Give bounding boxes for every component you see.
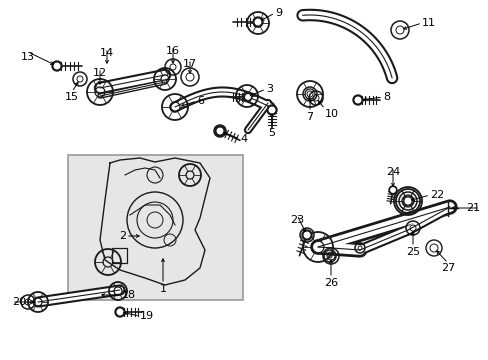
Text: 21: 21	[465, 203, 479, 213]
Text: 27: 27	[440, 263, 454, 273]
Circle shape	[54, 63, 60, 69]
Circle shape	[352, 95, 362, 105]
Text: 3: 3	[265, 84, 272, 94]
Text: 2: 2	[119, 231, 126, 241]
Text: 20: 20	[12, 297, 26, 307]
Text: 18: 18	[122, 290, 136, 300]
Text: 1: 1	[159, 284, 166, 294]
Circle shape	[215, 126, 224, 136]
Circle shape	[388, 186, 396, 194]
Text: 12: 12	[93, 68, 107, 78]
Text: 19: 19	[140, 311, 154, 321]
Text: 17: 17	[183, 59, 197, 69]
Text: 24: 24	[385, 167, 399, 177]
Circle shape	[269, 107, 274, 113]
Text: 10: 10	[325, 109, 338, 119]
Text: 8: 8	[382, 92, 389, 102]
Text: 4: 4	[240, 134, 246, 144]
Circle shape	[117, 309, 122, 315]
Bar	[68, 155, 243, 300]
Text: 6: 6	[197, 96, 203, 106]
Text: 22: 22	[429, 190, 443, 200]
Circle shape	[217, 128, 223, 134]
Circle shape	[52, 61, 62, 71]
Text: 9: 9	[274, 8, 282, 18]
Circle shape	[266, 105, 276, 115]
Circle shape	[245, 95, 250, 99]
Circle shape	[244, 93, 251, 101]
Circle shape	[252, 17, 263, 27]
Text: 23: 23	[289, 215, 304, 225]
Circle shape	[304, 232, 309, 238]
Circle shape	[354, 97, 360, 103]
Text: 7: 7	[306, 112, 313, 122]
Bar	[112, 248, 127, 263]
Text: 5: 5	[268, 128, 275, 138]
Text: 25: 25	[405, 247, 419, 257]
Circle shape	[302, 230, 311, 240]
Text: 26: 26	[323, 278, 337, 288]
Text: 14: 14	[100, 48, 114, 58]
Text: 15: 15	[65, 92, 79, 102]
Circle shape	[115, 307, 125, 317]
Circle shape	[255, 19, 260, 25]
Text: 16: 16	[165, 46, 180, 56]
Text: 11: 11	[421, 18, 435, 28]
Text: 13: 13	[21, 52, 35, 62]
Circle shape	[390, 188, 394, 192]
